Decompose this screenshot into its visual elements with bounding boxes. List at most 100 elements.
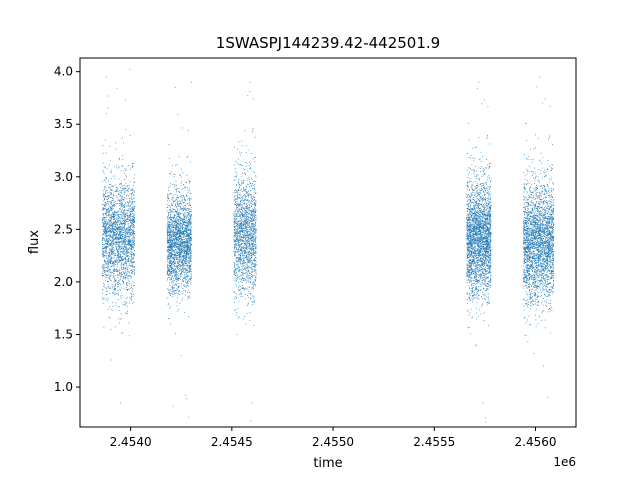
data-point <box>175 270 177 272</box>
data-point <box>188 182 190 184</box>
data-point <box>105 201 106 203</box>
data-point <box>167 237 169 239</box>
data-point <box>112 197 114 199</box>
data-point <box>185 278 187 280</box>
data-point <box>183 213 185 215</box>
data-point <box>184 263 186 265</box>
data-point <box>186 251 188 253</box>
data-point <box>116 247 118 248</box>
data-point <box>131 276 132 278</box>
data-point <box>243 214 245 216</box>
data-point <box>188 218 189 220</box>
data-point <box>109 220 111 222</box>
data-point <box>126 269 128 271</box>
data-point <box>108 306 110 308</box>
data-point <box>236 280 238 282</box>
data-point <box>178 240 179 242</box>
data-point <box>107 208 108 210</box>
data-point <box>128 243 129 245</box>
data-point <box>187 225 189 227</box>
data-point <box>107 235 109 237</box>
data-point <box>102 233 104 235</box>
data-point <box>183 245 185 247</box>
data-point <box>108 209 110 210</box>
data-point <box>113 214 115 215</box>
data-point <box>170 244 172 245</box>
data-point <box>117 227 119 229</box>
data-point <box>174 289 175 291</box>
data-point <box>124 232 126 234</box>
data-point <box>124 253 125 255</box>
data-point <box>173 250 175 252</box>
data-point <box>124 206 126 208</box>
data-point <box>177 243 178 245</box>
data-point <box>105 139 106 141</box>
data-point <box>254 270 255 272</box>
data-point <box>242 210 243 212</box>
data-point <box>107 227 109 229</box>
data-point <box>111 206 113 208</box>
data-point <box>129 239 130 241</box>
data-point <box>249 231 251 233</box>
data-point <box>177 286 179 287</box>
data-point <box>116 243 118 245</box>
data-point <box>236 191 238 193</box>
data-point <box>168 244 170 245</box>
data-point <box>188 229 190 231</box>
data-point <box>169 273 171 275</box>
data-point <box>108 262 109 264</box>
data-point <box>114 238 116 239</box>
data-point <box>184 252 185 254</box>
data-point <box>169 242 171 243</box>
data-point <box>250 253 252 254</box>
data-point <box>176 222 178 224</box>
data-point <box>182 226 183 228</box>
data-point <box>131 220 133 222</box>
data-point <box>173 186 175 188</box>
data-point <box>233 262 235 263</box>
data-point <box>187 220 189 222</box>
data-point <box>121 208 123 210</box>
data-point <box>121 262 123 264</box>
data-point <box>130 211 132 212</box>
data-point <box>168 242 170 244</box>
data-point <box>171 261 173 263</box>
data-point <box>182 241 183 243</box>
data-point <box>181 299 183 301</box>
data-point <box>115 204 117 206</box>
data-point <box>248 199 250 201</box>
data-point <box>114 271 116 272</box>
data-point <box>117 224 119 225</box>
data-point <box>123 243 125 245</box>
data-point <box>170 247 171 249</box>
data-point <box>247 229 249 230</box>
data-point <box>187 245 189 247</box>
data-point <box>175 238 177 240</box>
data-point <box>131 203 133 205</box>
data-point <box>107 308 109 310</box>
data-point <box>169 205 171 207</box>
data-point <box>238 316 240 318</box>
data-point <box>241 215 243 217</box>
data-point <box>254 239 256 240</box>
data-point <box>255 230 257 232</box>
data-point <box>190 246 191 248</box>
data-point <box>125 241 127 243</box>
data-point <box>130 248 132 250</box>
data-point <box>171 248 173 250</box>
data-point <box>178 244 180 246</box>
data-point <box>254 211 256 213</box>
data-point <box>133 181 135 183</box>
data-point <box>128 197 130 199</box>
data-point <box>126 255 128 257</box>
data-point <box>134 206 135 208</box>
data-point <box>189 197 190 199</box>
data-point <box>183 275 185 277</box>
data-point <box>178 216 180 217</box>
data-point <box>184 247 186 249</box>
data-point <box>132 209 133 211</box>
data-point <box>118 259 120 261</box>
data-point <box>123 170 125 172</box>
data-point <box>103 254 104 256</box>
data-point <box>181 250 182 252</box>
